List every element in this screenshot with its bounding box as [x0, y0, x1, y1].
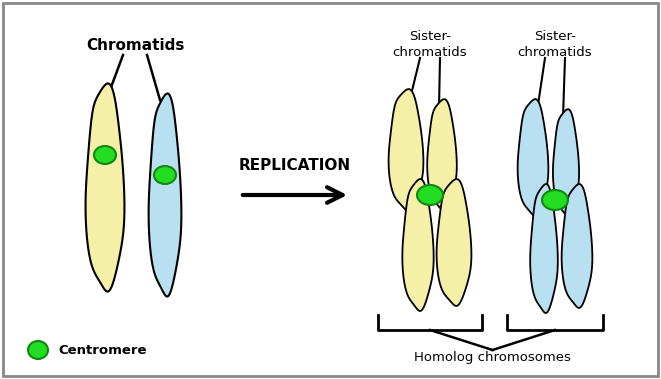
- Polygon shape: [518, 99, 549, 216]
- Polygon shape: [403, 179, 434, 311]
- Polygon shape: [427, 99, 457, 211]
- Ellipse shape: [154, 166, 176, 184]
- Polygon shape: [85, 83, 124, 291]
- Text: REPLICATION: REPLICATION: [239, 158, 351, 173]
- Text: Sister-
chromatids: Sister- chromatids: [518, 30, 592, 59]
- Polygon shape: [436, 179, 471, 306]
- Ellipse shape: [542, 190, 568, 210]
- Ellipse shape: [417, 185, 443, 205]
- Ellipse shape: [94, 146, 116, 164]
- Text: Sister-
chromatids: Sister- chromatids: [393, 30, 467, 59]
- Polygon shape: [149, 94, 181, 297]
- Polygon shape: [562, 184, 592, 308]
- Text: Centromere: Centromere: [58, 343, 147, 357]
- Text: Chromatids: Chromatids: [86, 38, 184, 53]
- Polygon shape: [530, 184, 558, 313]
- Polygon shape: [389, 89, 424, 211]
- Ellipse shape: [28, 341, 48, 359]
- Polygon shape: [553, 109, 579, 216]
- Text: Homolog chromosomes: Homolog chromosomes: [414, 351, 571, 365]
